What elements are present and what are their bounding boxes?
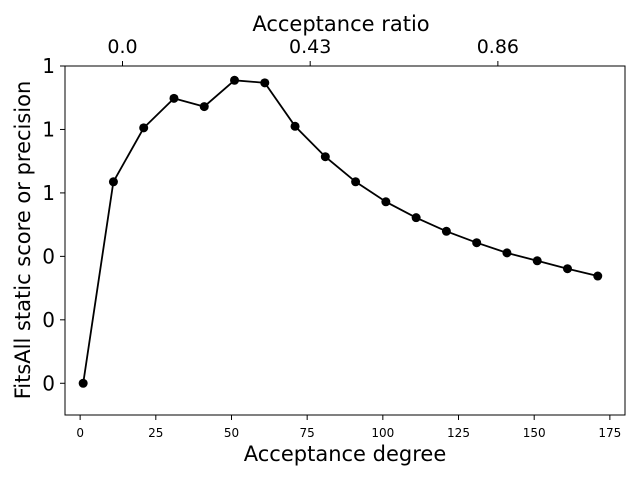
x-axis-title: Acceptance degree bbox=[244, 442, 446, 466]
y-tick-label: 0 bbox=[42, 371, 55, 395]
x-tick-label: 150 bbox=[523, 426, 546, 440]
data-point bbox=[108, 177, 118, 187]
y-tick-label: 1 bbox=[42, 181, 55, 205]
data-point bbox=[169, 93, 179, 103]
data-point bbox=[562, 264, 572, 274]
series-line bbox=[82, 79, 599, 384]
data-point bbox=[199, 102, 209, 112]
data-point bbox=[290, 121, 300, 131]
data-point bbox=[411, 213, 421, 223]
data-point bbox=[502, 248, 512, 258]
data-point bbox=[78, 378, 88, 388]
x-tick-label: 0 bbox=[76, 426, 84, 440]
top-tick-label: 0.0 bbox=[107, 36, 137, 58]
top-tick-label: 0.43 bbox=[289, 36, 331, 58]
y-tick-label: 1 bbox=[42, 54, 55, 78]
data-point bbox=[381, 197, 391, 207]
data-point bbox=[472, 238, 482, 248]
data-point bbox=[139, 123, 149, 133]
y-axis-ticks: 0 0 0 1 1 1 bbox=[42, 54, 65, 395]
x-axis-ticks: 0 25 50 75 100 125 150 175 bbox=[76, 415, 621, 440]
x-tick-label: 50 bbox=[224, 426, 239, 440]
series-layer bbox=[78, 75, 603, 388]
data-point bbox=[593, 271, 603, 281]
data-point bbox=[320, 152, 330, 162]
y-axis-title: FitsAll static score or precision bbox=[11, 81, 35, 400]
data-point bbox=[441, 226, 451, 236]
data-point bbox=[260, 78, 270, 88]
data-point bbox=[532, 256, 542, 266]
y-tick-label: 0 bbox=[42, 308, 55, 332]
top-tick-label: 0.86 bbox=[477, 36, 519, 58]
data-point bbox=[351, 177, 361, 187]
y-tick-label: 1 bbox=[42, 117, 55, 141]
x-tick-label: 125 bbox=[447, 426, 470, 440]
x-tick-label: 175 bbox=[598, 426, 621, 440]
top-axis-title: Acceptance ratio bbox=[252, 12, 429, 36]
plot-area bbox=[64, 65, 626, 416]
y-tick-label: 0 bbox=[42, 244, 55, 268]
data-point bbox=[230, 75, 240, 85]
x-tick-label: 100 bbox=[371, 426, 394, 440]
top-axis-ticks: 0.0 0.43 0.86 bbox=[107, 36, 519, 66]
x-tick-label: 75 bbox=[300, 426, 315, 440]
x-tick-label: 25 bbox=[148, 426, 163, 440]
